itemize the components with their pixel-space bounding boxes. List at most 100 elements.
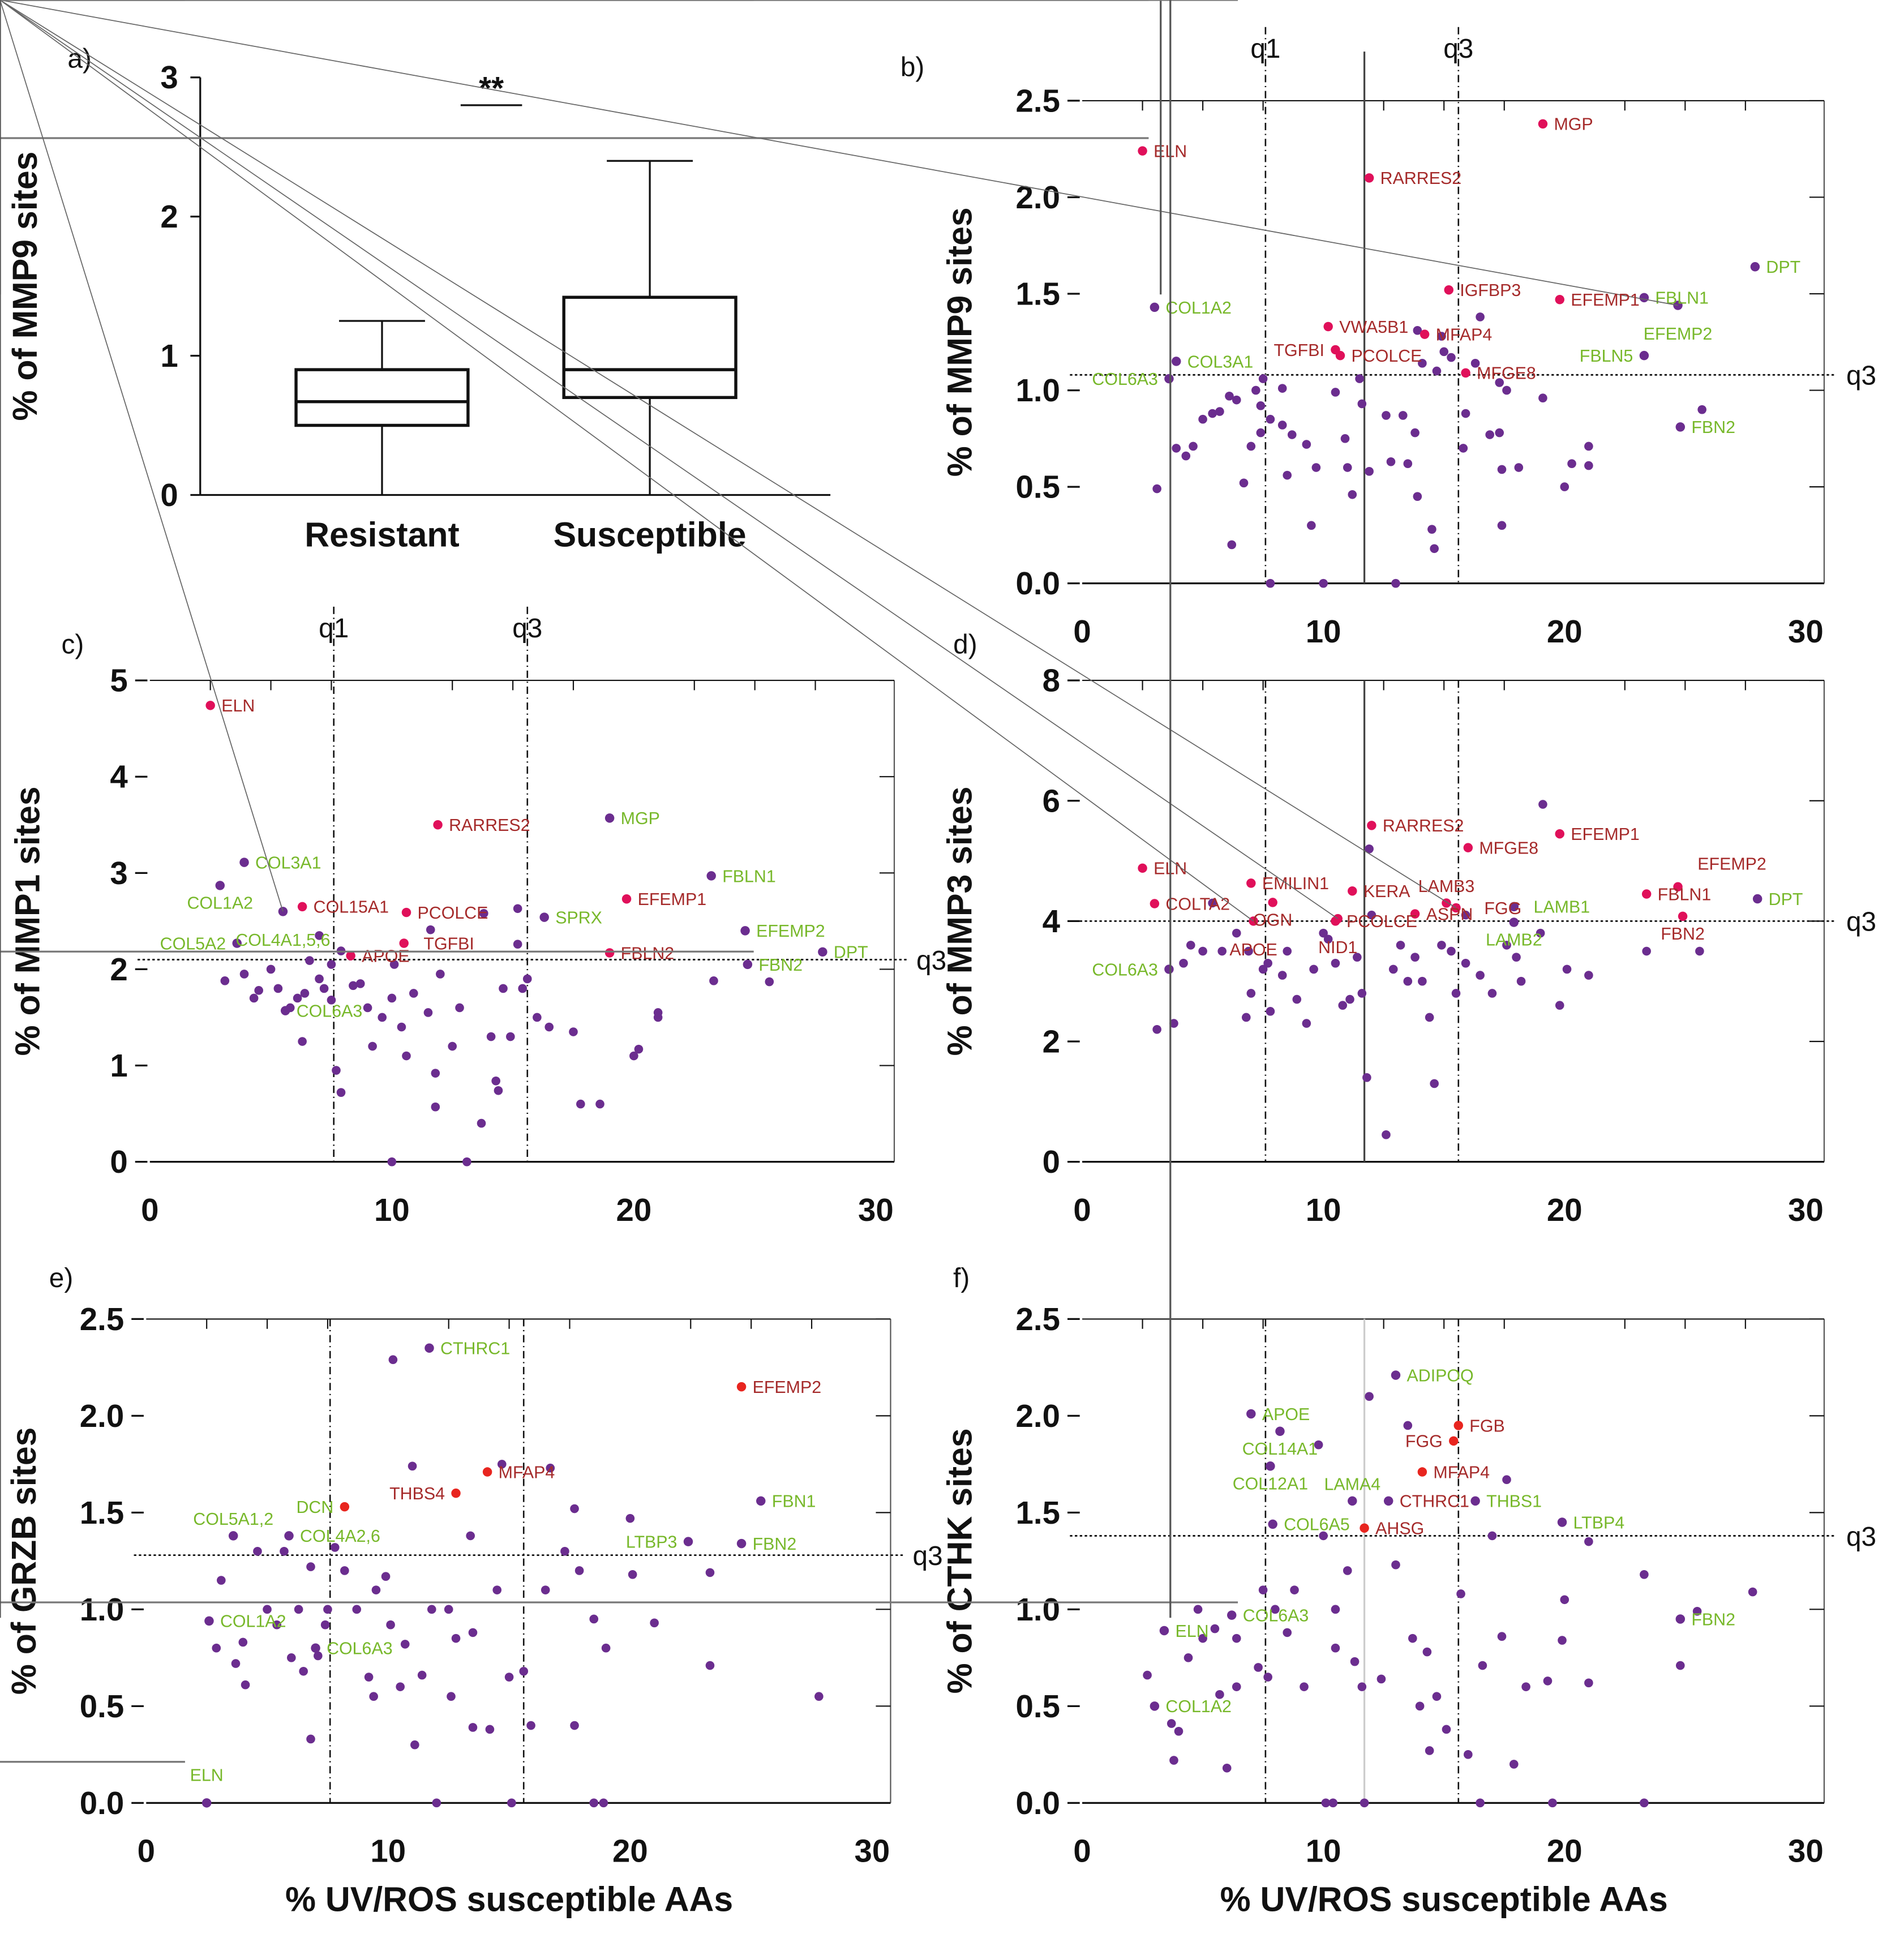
q3-threshold-label: q3 bbox=[913, 1541, 943, 1571]
data-point-aspn bbox=[1410, 909, 1420, 919]
point-label: RARRES2 bbox=[449, 816, 530, 835]
point-label: COL3A1 bbox=[255, 853, 321, 872]
data-point bbox=[1239, 478, 1249, 488]
point-label: COL6A3 bbox=[1092, 370, 1158, 389]
data-point-col5a2 bbox=[232, 938, 242, 948]
data-point bbox=[298, 1037, 307, 1046]
data-point-col3a1 bbox=[239, 857, 249, 867]
data-point bbox=[1425, 1746, 1434, 1755]
x-tick-label: 30 bbox=[855, 1833, 890, 1868]
data-point-col4a1-5-6 bbox=[278, 907, 288, 916]
data-point bbox=[1251, 385, 1260, 395]
point-label: PCOLCE bbox=[1352, 346, 1422, 366]
data-point bbox=[355, 979, 365, 988]
label-leader-line bbox=[0, 0, 1254, 922]
data-point bbox=[477, 1118, 486, 1128]
y-tick-label: 0 bbox=[1043, 1144, 1060, 1180]
point-label: COL5A2 bbox=[160, 934, 226, 953]
data-point-mfge8 bbox=[1463, 843, 1473, 852]
data-point bbox=[1422, 1647, 1432, 1657]
data-point bbox=[386, 1620, 395, 1630]
data-point bbox=[1172, 444, 1181, 453]
iqr-box bbox=[562, 295, 737, 400]
data-point bbox=[371, 1585, 381, 1594]
point-label: ASPN bbox=[1426, 904, 1473, 924]
data-point bbox=[1538, 800, 1547, 809]
y-tick-label: 2 bbox=[110, 951, 127, 987]
data-point-lamb1 bbox=[1509, 902, 1519, 912]
data-point bbox=[1413, 326, 1422, 335]
data-point-igfbp3 bbox=[1444, 285, 1453, 295]
x-tick-label: 10 bbox=[1306, 614, 1341, 649]
data-point bbox=[705, 1568, 715, 1577]
y-tick-label: 2 bbox=[160, 199, 178, 234]
data-point bbox=[1186, 941, 1195, 950]
point-label: NID1 bbox=[1318, 938, 1357, 957]
point-label: FBLN2 bbox=[621, 944, 675, 963]
x-tick-label: 20 bbox=[1547, 1833, 1583, 1868]
data-point bbox=[1357, 399, 1367, 409]
data-point-cthrc1 bbox=[424, 1343, 434, 1353]
data-point bbox=[300, 989, 310, 998]
data-point-col15a1 bbox=[297, 902, 307, 912]
data-point bbox=[1263, 958, 1272, 968]
data-point-ogn bbox=[1268, 898, 1277, 907]
data-point bbox=[1232, 1682, 1241, 1691]
point-label: MFGE8 bbox=[1477, 364, 1536, 383]
data-point-ltbp4 bbox=[1557, 1517, 1567, 1527]
point-label: DPT bbox=[1766, 258, 1800, 277]
data-point bbox=[1345, 994, 1354, 1004]
data-point bbox=[1675, 1661, 1685, 1670]
data-point bbox=[1418, 976, 1427, 986]
data-point bbox=[589, 1798, 599, 1808]
data-point bbox=[1277, 421, 1287, 430]
x-axis-title: % UV/ROS susceptible AAs bbox=[285, 1880, 733, 1918]
data-point bbox=[1319, 578, 1328, 588]
data-point bbox=[1487, 989, 1497, 998]
data-point-eln bbox=[1159, 1626, 1169, 1636]
data-point-efemp2 bbox=[736, 1382, 747, 1392]
point-label: RARRES2 bbox=[1383, 816, 1464, 835]
data-point bbox=[1555, 1001, 1564, 1010]
point-label: FBN1 bbox=[772, 1492, 816, 1511]
point-label: KERA bbox=[1363, 882, 1410, 901]
data-point bbox=[1319, 1531, 1328, 1541]
data-point bbox=[1232, 395, 1241, 405]
data-point bbox=[574, 1566, 584, 1575]
data-point bbox=[1232, 928, 1241, 938]
data-point bbox=[1485, 430, 1494, 439]
data-point bbox=[1437, 332, 1446, 341]
panel-label: f) bbox=[953, 1263, 970, 1293]
data-point bbox=[1302, 440, 1311, 449]
data-point bbox=[1562, 964, 1572, 974]
y-tick-label: 1.0 bbox=[1016, 1592, 1060, 1627]
data-point-mgp bbox=[604, 813, 615, 823]
point-label: AHSG bbox=[1375, 1519, 1424, 1538]
data-point bbox=[352, 1605, 362, 1614]
data-point bbox=[330, 1543, 340, 1552]
data-point bbox=[1348, 490, 1357, 499]
data-point bbox=[1584, 971, 1593, 980]
point-label: FBLN5 bbox=[1580, 346, 1633, 366]
data-point-col5a1-2 bbox=[228, 1531, 238, 1541]
point-label: FBLN1 bbox=[1655, 289, 1709, 308]
x-tick-label: 30 bbox=[858, 1192, 894, 1228]
data-point bbox=[1447, 353, 1456, 362]
data-point bbox=[1143, 1670, 1152, 1680]
point-label: FGB bbox=[1469, 1416, 1504, 1435]
data-point-col1a2 bbox=[1150, 1701, 1160, 1711]
data-point bbox=[1640, 1570, 1649, 1579]
data-point bbox=[253, 1546, 262, 1556]
point-label: TGFBI bbox=[423, 934, 474, 953]
data-point bbox=[1263, 1673, 1272, 1682]
data-point bbox=[1283, 1628, 1292, 1637]
data-point-efemp1 bbox=[621, 894, 632, 904]
data-point bbox=[466, 1531, 475, 1541]
data-point bbox=[634, 1044, 644, 1054]
point-label: DPT bbox=[834, 943, 868, 962]
data-point bbox=[431, 1069, 440, 1078]
data-point-rarres2 bbox=[1364, 173, 1374, 183]
data-point bbox=[266, 964, 276, 974]
data-point bbox=[479, 908, 488, 918]
